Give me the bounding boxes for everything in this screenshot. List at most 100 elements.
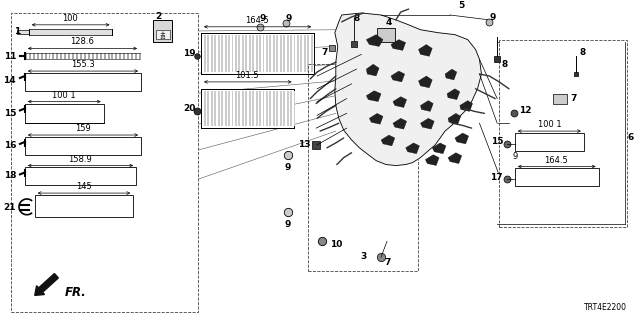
Bar (307, 35, 309, 72)
Text: 20: 20 (184, 104, 196, 113)
Polygon shape (448, 153, 462, 164)
Polygon shape (419, 76, 432, 88)
Bar (156, 30, 170, 39)
Bar (232, 91, 234, 126)
Bar (255, 91, 258, 126)
Text: 15: 15 (4, 109, 16, 118)
Bar (56, 53, 58, 59)
Bar (287, 35, 289, 72)
Bar (294, 91, 296, 126)
Polygon shape (406, 143, 419, 154)
Bar (64, 53, 66, 59)
Bar (242, 35, 244, 72)
Bar (297, 35, 299, 72)
Bar (41, 53, 43, 59)
Text: 12: 12 (519, 106, 531, 115)
Text: 9: 9 (512, 152, 518, 161)
Bar (259, 35, 261, 72)
Bar (304, 35, 306, 72)
Bar (239, 91, 241, 126)
Bar (80, 53, 82, 59)
Bar (221, 91, 223, 126)
Bar (499, 40, 627, 227)
Text: 159: 159 (75, 124, 91, 133)
Bar (201, 89, 294, 128)
Bar (252, 35, 254, 72)
Text: 158.9: 158.9 (68, 155, 92, 164)
Bar (104, 53, 106, 59)
Polygon shape (419, 44, 432, 56)
Bar (49, 53, 51, 59)
Bar (139, 53, 141, 59)
Bar (283, 91, 285, 126)
Bar (242, 91, 244, 126)
Bar (276, 35, 278, 72)
Text: 155.3: 155.3 (71, 60, 95, 69)
Bar (235, 91, 237, 126)
Bar (312, 141, 320, 149)
Text: 7: 7 (321, 48, 328, 57)
Polygon shape (369, 113, 383, 124)
Polygon shape (393, 118, 406, 129)
Bar (290, 91, 292, 126)
Bar (68, 53, 70, 59)
Bar (553, 94, 567, 104)
Bar (294, 35, 296, 72)
Text: 9: 9 (260, 14, 266, 23)
Text: 13: 13 (298, 140, 310, 149)
Text: 101.5: 101.5 (236, 71, 259, 80)
Bar (311, 35, 313, 72)
Bar (211, 91, 213, 126)
Text: 164.5: 164.5 (245, 16, 269, 25)
Bar (218, 35, 220, 72)
Polygon shape (426, 155, 439, 165)
Bar (36, 53, 38, 59)
Text: 8: 8 (501, 60, 508, 69)
Bar (245, 91, 247, 126)
Bar (115, 53, 117, 59)
Bar (25, 73, 141, 91)
Text: 6: 6 (628, 133, 634, 142)
Bar (207, 91, 209, 126)
Text: 7: 7 (384, 259, 390, 268)
Bar (280, 91, 282, 126)
Polygon shape (335, 13, 481, 165)
Bar (11, 13, 198, 312)
Text: 9: 9 (284, 220, 291, 229)
Text: 8: 8 (580, 48, 586, 57)
Text: 21: 21 (4, 203, 16, 212)
Text: 10: 10 (330, 240, 342, 249)
Bar (120, 53, 122, 59)
Text: TRT4E2200: TRT4E2200 (584, 303, 627, 312)
Polygon shape (420, 118, 434, 129)
Bar (25, 167, 136, 185)
Text: 9: 9 (284, 163, 291, 172)
Bar (214, 91, 216, 126)
Bar (214, 35, 216, 72)
Bar (92, 53, 94, 59)
Bar (249, 35, 251, 72)
Polygon shape (366, 91, 381, 101)
Bar (266, 91, 268, 126)
Bar (25, 104, 104, 123)
Bar (29, 53, 31, 59)
Text: 8: 8 (353, 14, 360, 23)
Bar (235, 35, 237, 72)
Polygon shape (366, 35, 383, 46)
Polygon shape (393, 97, 406, 108)
Text: 17: 17 (490, 173, 503, 182)
Text: 1: 1 (13, 27, 20, 36)
Text: 100 1: 100 1 (52, 91, 76, 100)
Bar (111, 53, 113, 59)
Polygon shape (381, 135, 395, 146)
Text: 9: 9 (285, 14, 292, 23)
Bar (25, 53, 27, 59)
Text: 11: 11 (4, 52, 16, 61)
Bar (218, 91, 220, 126)
Bar (273, 35, 275, 72)
Polygon shape (448, 113, 461, 124)
Polygon shape (420, 100, 433, 111)
Bar (308, 64, 419, 271)
Bar (17, 30, 29, 34)
Text: 145: 145 (76, 182, 92, 191)
